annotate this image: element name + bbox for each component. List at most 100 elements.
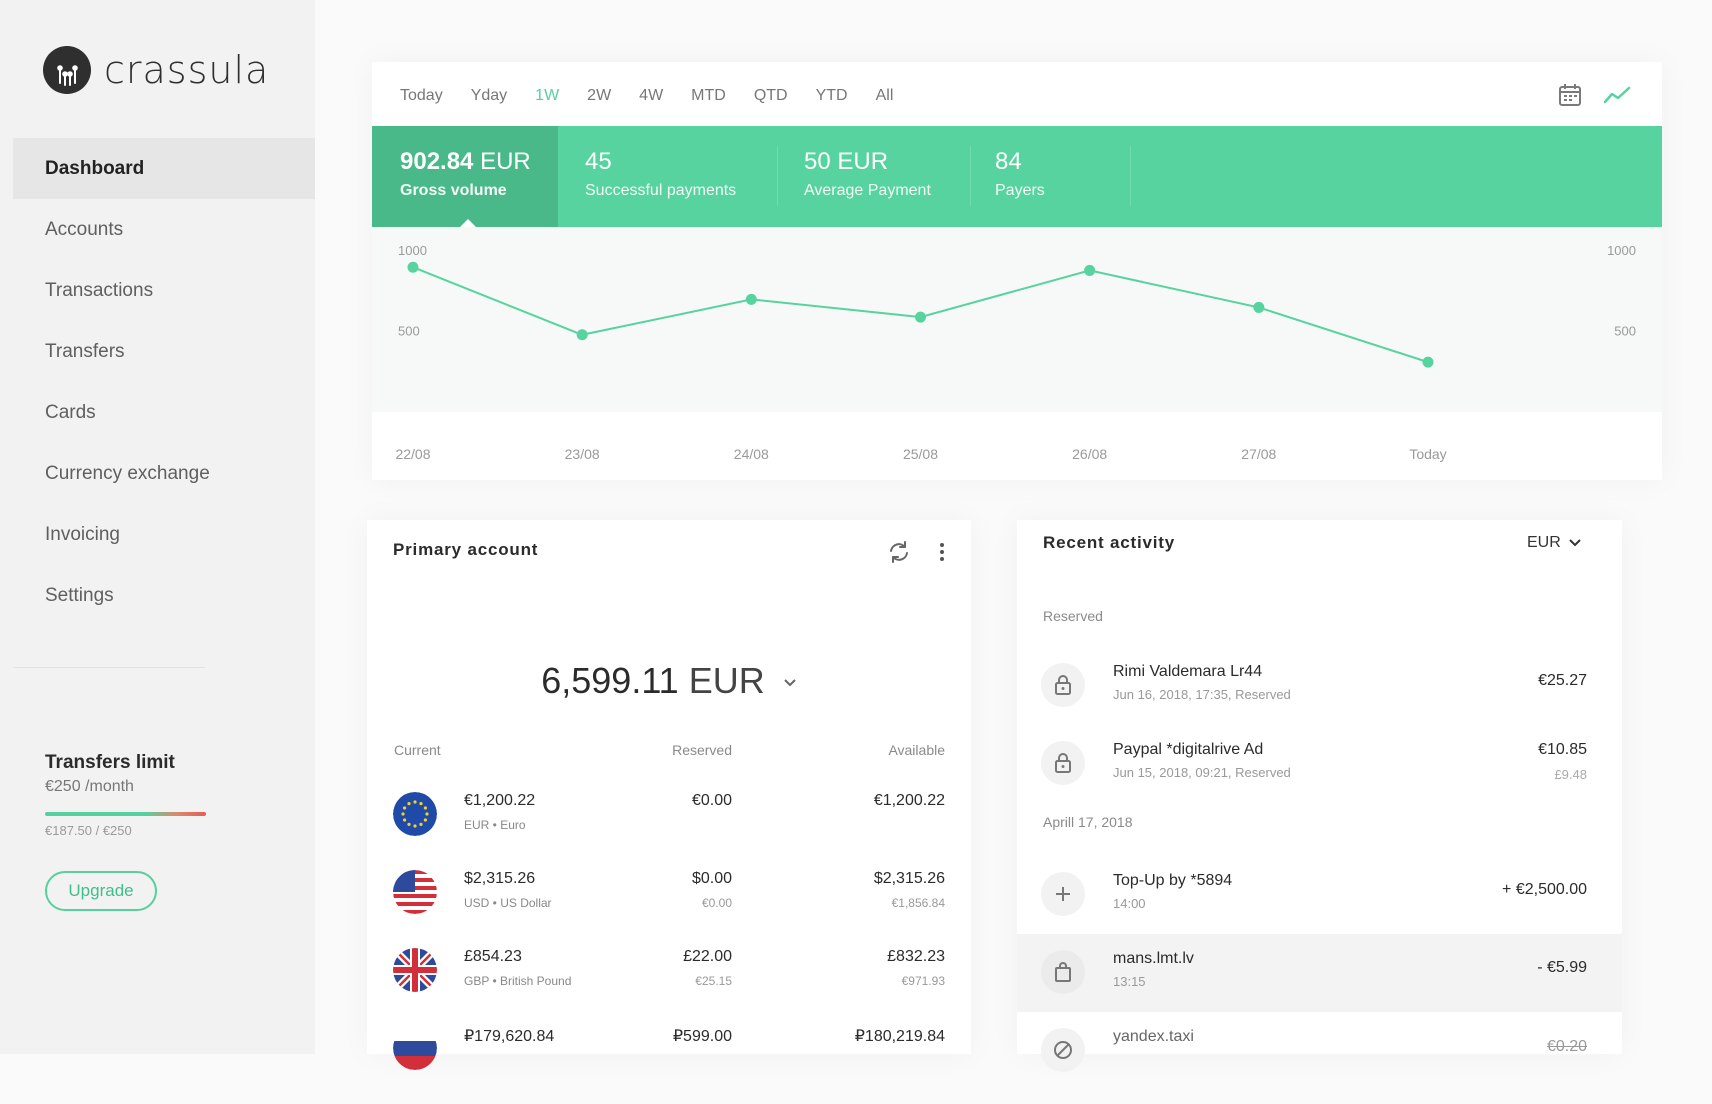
row-available-eur: €1,856.84 [891, 896, 945, 910]
overview-card: Today Yday 1W 2W 4W MTD QTD YTD All 902.… [372, 62, 1662, 480]
stat-value: 45 [585, 148, 612, 175]
gb-flag-icon [393, 948, 437, 992]
stat-unit: EUR [480, 148, 531, 175]
currency-row-usd[interactable]: $2,315.26 USD • US Dollar $0.00 €0.00 $2… [367, 870, 971, 948]
activity-amount: €0.20 [1546, 1038, 1587, 1055]
stat-active-highlight [372, 126, 558, 227]
row-currency-name: GBP • British Pound [464, 974, 572, 988]
activity-row[interactable]: yandex.taxi €0.20 [1017, 1012, 1622, 1090]
eu-star [407, 822, 411, 826]
row-current: ₽179,620.84 [464, 1028, 555, 1045]
sidebar-item-cards[interactable]: Cards [45, 401, 96, 423]
stat-successful-payments[interactable]: 45 Successful payments [585, 148, 736, 200]
row-reserved: £22.00 [683, 948, 732, 965]
stat-gross-volume[interactable]: 902.84 EUR Gross volume [400, 148, 531, 200]
data-point[interactable] [1422, 356, 1434, 368]
currency-row-gbp[interactable]: £854.23 GBP • British Pound £22.00 €25.1… [367, 948, 971, 1026]
plus-icon [1041, 872, 1085, 916]
primary-account-card: Primary account 6,599.11 EUR Current Res… [367, 520, 971, 1070]
data-point[interactable] [745, 293, 757, 305]
stat-label: Payers [995, 182, 1045, 199]
primary-account-title: Primary account [393, 540, 539, 559]
ru-flag-icon [393, 1026, 437, 1070]
activity-row[interactable]: Rimi Valdemara Lr44 Jun 16, 2018, 17:35,… [1017, 647, 1622, 725]
tab-4w[interactable]: 4W [639, 87, 664, 104]
more-vertical-icon[interactable] [937, 540, 947, 564]
x-tick-label: 23/08 [565, 446, 600, 462]
activity-row[interactable]: mans.lmt.lv 13:15 - €5.99 [1017, 934, 1622, 1012]
brand-logo[interactable]: crassula [43, 46, 269, 94]
eu-star [425, 812, 429, 816]
row-reserved: $0.00 [691, 870, 732, 887]
data-point[interactable] [915, 311, 926, 323]
row-reserved: ₽599.00 [672, 1028, 732, 1045]
tab-all[interactable]: All [875, 87, 894, 104]
crassula-logo-icon [43, 46, 91, 94]
x-tick-label: 25/08 [903, 446, 938, 462]
row-available: ₽180,219.84 [854, 1028, 945, 1045]
eu-star [423, 806, 427, 810]
line-chart: 1000 500 1000 500 22/08 23/08 24/08 25/08 26/08 2… [372, 227, 1662, 480]
stat-value: 84 [995, 148, 1022, 175]
activity-title: mans.lmt.lv [1113, 950, 1194, 967]
activity-subtitle: Jun 16, 2018, 17:35, Reserved [1113, 687, 1291, 702]
activity-amount: + €2,500.00 [1502, 881, 1587, 898]
sidebar-item-accounts[interactable]: Accounts [45, 218, 124, 240]
tab-mtd[interactable]: MTD [691, 87, 726, 104]
line-chart-icon[interactable] [1603, 82, 1631, 108]
recent-activity-card: Recent activity EUR Reserved Rimi Valdem… [1017, 520, 1622, 1072]
sidebar-item-transfers[interactable]: Transfers [45, 340, 125, 362]
x-tick-label: 22/08 [395, 446, 430, 462]
data-point[interactable] [1084, 264, 1096, 276]
column-header-current: Current [394, 742, 441, 758]
lock-icon [1041, 663, 1085, 707]
upgrade-button[interactable]: Upgrade [45, 871, 157, 911]
eu-star [401, 812, 405, 816]
row-current: £854.23 [464, 948, 522, 965]
sidebar-item-transactions[interactable]: Transactions [45, 279, 154, 301]
transfers-limit-title: Transfers limit [45, 752, 175, 773]
data-point[interactable] [576, 329, 588, 341]
eu-star [413, 824, 417, 828]
sidebar-item-invoicing[interactable]: Invoicing [45, 523, 120, 545]
tab-2w[interactable]: 2W [587, 87, 612, 104]
data-point[interactable] [407, 261, 419, 273]
transfers-limit-used: €187.50 / €250 [45, 823, 132, 838]
tab-ytd[interactable]: YTD [815, 87, 848, 104]
activity-row[interactable]: Paypal *digitalrive Ad Jun 15, 2018, 09:… [1017, 725, 1622, 803]
refresh-icon[interactable] [887, 540, 911, 564]
brand-name: crassula [104, 48, 270, 92]
activity-title: Rimi Valdemara Lr44 [1113, 663, 1263, 680]
tab-today[interactable]: Today [400, 87, 443, 104]
period-tabs: Today Yday 1W 2W 4W MTD QTD YTD All [400, 87, 921, 105]
activity-subtitle: Jun 15, 2018, 09:21, Reserved [1113, 765, 1291, 780]
row-available: £832.23 [887, 948, 945, 965]
currency-select[interactable]: EUR [1527, 534, 1582, 552]
stat-payers[interactable]: 84 Payers [995, 148, 1045, 200]
chevron-down-icon [1569, 539, 1581, 547]
sidebar-item-settings[interactable]: Settings [45, 584, 114, 606]
sidebar-item-currency-exchange[interactable]: Currency exchange [45, 462, 210, 484]
data-point[interactable] [1253, 301, 1265, 313]
activity-subtitle: 13:15 [1113, 974, 1146, 989]
transfers-limit-progress [45, 812, 206, 816]
stat-average-payment[interactable]: 50 EUR Average Payment [804, 148, 931, 200]
row-available: $2,315.26 [873, 870, 945, 887]
stat-value: 50 [804, 148, 831, 175]
currency-row-rub[interactable]: ₽179,620.84 ₽599.00 ₽180,219.84 [367, 1026, 971, 1104]
stats-bar: 902.84 EUR Gross volume 45 Successful pa… [372, 126, 1662, 227]
tab-qtd[interactable]: QTD [753, 87, 788, 104]
stat-value: 902.84 [400, 148, 474, 175]
tab-1w[interactable]: 1W [535, 87, 560, 104]
y-tick-label-left: 500 [398, 324, 420, 339]
tab-yday[interactable]: Yday [470, 87, 508, 104]
currency-row-eur[interactable]: €1,200.22 EUR • Euro €0.00 €1,200.22 [367, 792, 971, 870]
eu-star [419, 802, 423, 806]
calendar-icon[interactable] [1557, 82, 1583, 108]
lock-icon [1041, 741, 1085, 785]
transfers-limit-per-month: €250 /month [45, 778, 134, 795]
chevron-down-icon[interactable] [783, 678, 797, 688]
sidebar-item-dashboard[interactable]: Dashboard [13, 138, 315, 199]
activity-row[interactable]: Top-Up by *5894 14:00 + €2,500.00 [1017, 856, 1622, 934]
x-tick-label: 26/08 [1072, 446, 1107, 462]
